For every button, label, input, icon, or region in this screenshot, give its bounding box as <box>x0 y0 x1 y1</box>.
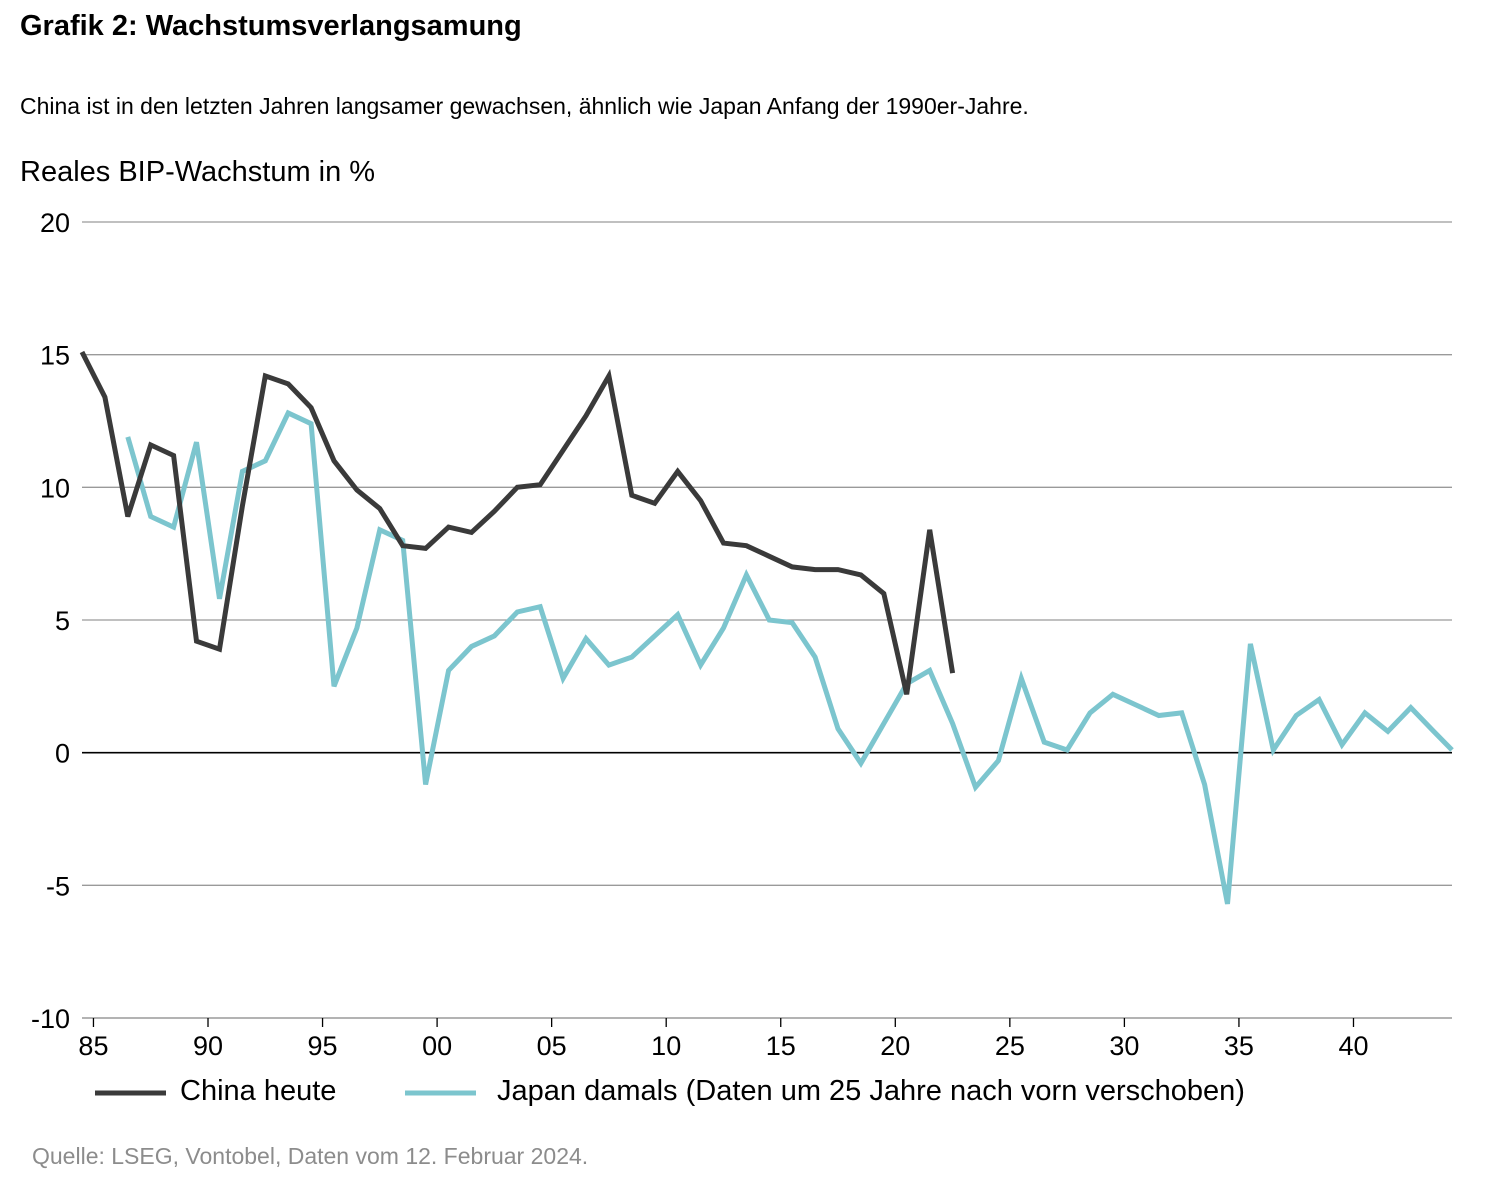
x-tick-label: 40 <box>1338 1031 1368 1061</box>
x-tick-label: 00 <box>422 1031 452 1061</box>
x-tick-label: 25 <box>995 1031 1025 1061</box>
y-tick-label: -5 <box>46 871 70 901</box>
chart-title: Grafik 2: Wachstumsverlangsamung <box>20 10 522 42</box>
series-line-1 <box>125 409 1454 905</box>
x-tick-label: 20 <box>880 1031 910 1061</box>
y-tick-label: 0 <box>55 739 70 769</box>
x-tick-label: 90 <box>193 1031 223 1061</box>
y-tick-label: 10 <box>40 473 70 503</box>
y-tick-label: 15 <box>40 341 70 371</box>
y-tick-label: -10 <box>31 1004 70 1034</box>
y-axis-label: Reales BIP-Wachstum in % <box>20 156 375 188</box>
legend-label-0: China heute <box>180 1075 336 1107</box>
x-tick-label: 85 <box>78 1031 108 1061</box>
x-tick-label: 10 <box>651 1031 681 1061</box>
series-lines <box>79 350 1454 905</box>
y-tick-labels: 20 15 10 5 0 -5 -10 <box>31 208 70 1034</box>
y-tick-label: 5 <box>55 606 70 636</box>
x-tick-label: 95 <box>308 1031 338 1061</box>
x-tick-label: 30 <box>1109 1031 1139 1061</box>
legend: China heute Japan damals (Daten um 25 Jah… <box>95 1075 1245 1107</box>
chart-subtitle: China ist in den letzten Jahren langsame… <box>20 93 1029 119</box>
x-tick-labels: 85 90 95 00 05 10 15 20 25 30 35 40 <box>78 1018 1369 1061</box>
x-tick-label: 15 <box>766 1031 796 1061</box>
series-line-0 <box>79 350 956 695</box>
x-tick-label: 35 <box>1224 1031 1254 1061</box>
source-note: Quelle: LSEG, Vontobel, Daten vom 12. Fe… <box>32 1143 589 1169</box>
y-tick-label: 20 <box>40 208 70 238</box>
legend-label-1: Japan damals (Daten um 25 Jahre nach vor… <box>497 1075 1245 1107</box>
x-tick-label: 05 <box>537 1031 567 1061</box>
